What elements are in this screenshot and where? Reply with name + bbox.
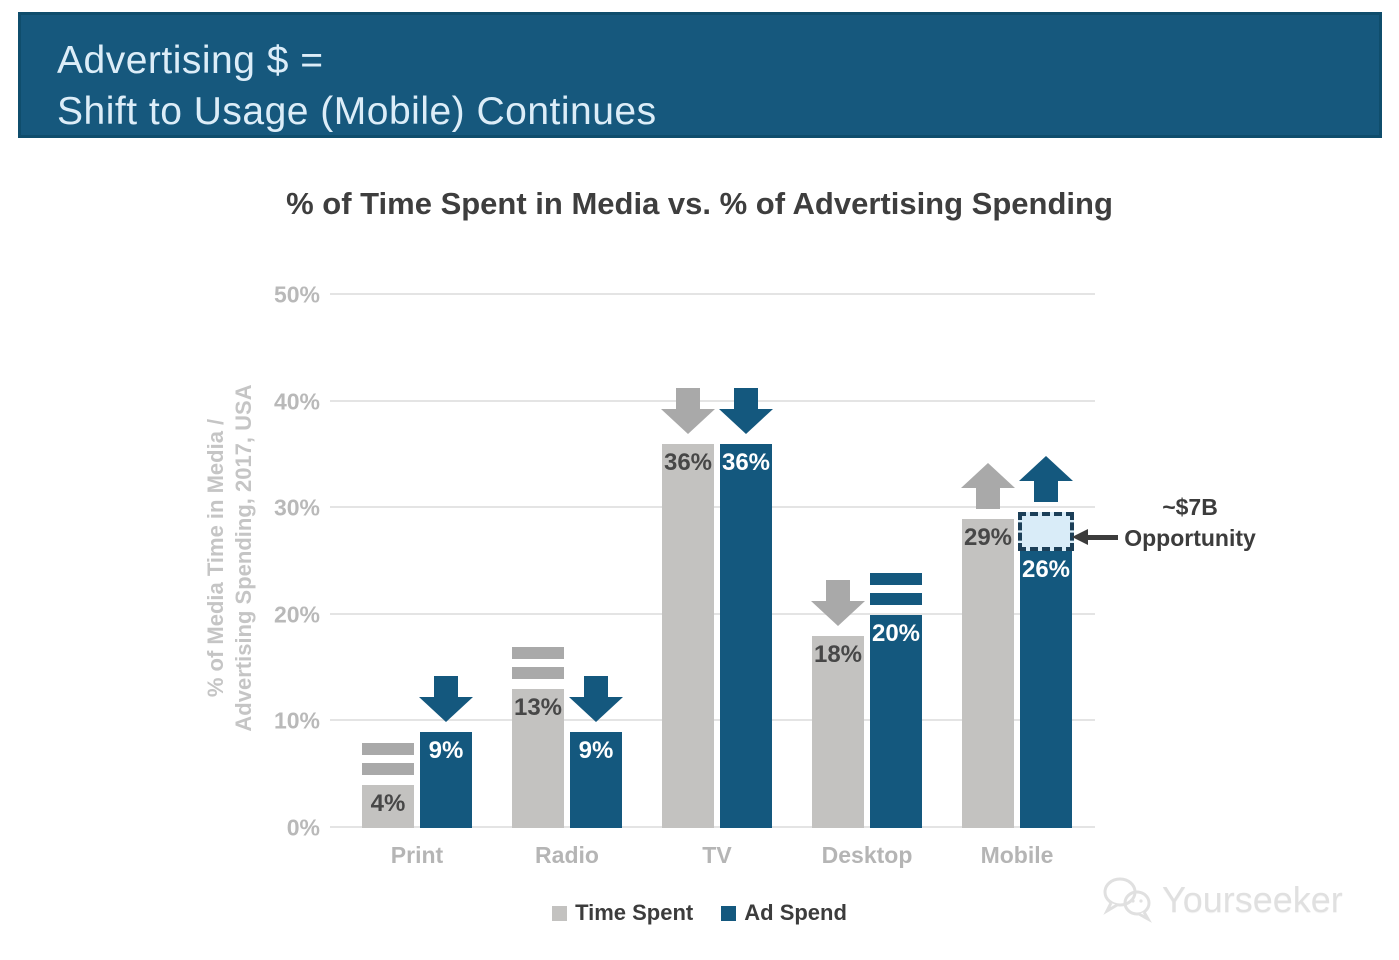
- y-tick-label-10%: 10%: [273, 707, 320, 734]
- bar-column-print-time-spent: 4%: [362, 295, 414, 828]
- trend-down-icon: [418, 676, 474, 723]
- annotation-line2: Opportunity: [1124, 525, 1256, 551]
- trend-down-icon: [568, 676, 624, 723]
- bar-group-radio: 13% 9%: [512, 295, 624, 828]
- legend-item-time-spent: Time Spent: [552, 900, 693, 926]
- legend-item-ad-spend: Ad Spend: [721, 900, 847, 926]
- bar-radio-time-spent: 13%: [512, 689, 564, 828]
- y-axis-title-line1: % of Media Time in Media /: [203, 418, 228, 698]
- opportunity-annotation: ~$7B Opportunity: [1108, 492, 1272, 554]
- bar-column-print-ad-spend: 9%: [418, 295, 474, 828]
- bar-value-label: 13%: [513, 694, 563, 722]
- bar-print-time-spent: 4%: [362, 785, 414, 828]
- trend-flat-icon: [512, 647, 564, 680]
- chart-title: % of Time Spent in Media vs. % of Advert…: [286, 186, 1113, 221]
- plot-area: 4% 9% Print 13% 9% Radio 36% 36% TV 18% 20% Desktop…: [330, 293, 1095, 868]
- bar-value-label: 36%: [721, 449, 771, 477]
- trend-down-icon: [660, 388, 716, 435]
- trend-down-icon: [810, 580, 866, 627]
- bar-column-radio-ad-spend: 9%: [568, 295, 624, 828]
- legend-label: Ad Spend: [744, 900, 847, 925]
- bar-value-label: 26%: [1021, 555, 1071, 583]
- bar-value-label: 36%: [663, 449, 713, 477]
- header-banner: Advertising $ = Shift to Usage (Mobile) …: [18, 12, 1382, 138]
- bar-group-desktop: 18% 20%: [810, 295, 922, 828]
- legend-swatch-icon: [552, 905, 568, 921]
- bar-desktop-time-spent: 18%: [812, 636, 864, 828]
- legend-label: Time Spent: [575, 900, 694, 925]
- y-tick-label-30%: 30%: [273, 494, 320, 521]
- gridline-40%: [330, 399, 1095, 402]
- bar-column-mobile-time-spent: 29%: [960, 295, 1016, 828]
- y-tick-label-50%: 50%: [273, 281, 320, 308]
- x-axis-label-print: Print: [390, 842, 444, 868]
- bar-value-label: 29%: [963, 523, 1013, 551]
- y-tick-label-40%: 40%: [273, 388, 320, 415]
- x-axis-label-radio: Radio: [535, 842, 599, 868]
- bar-column-tv-ad-spend: 36%: [718, 295, 774, 828]
- bar-group-print: 4% 9%: [362, 295, 474, 828]
- bar-column-desktop-time-spent: 18%: [810, 295, 866, 828]
- bar-tv-ad-spend: 36%: [720, 444, 772, 828]
- y-axis-ticks: 0% 10% 20% 30% 40% 50%: [233, 282, 320, 841]
- trend-up-icon: [960, 462, 1016, 509]
- bar-group-tv: 36% 36%: [660, 295, 774, 828]
- bar-desktop-ad-spend: 20%: [870, 614, 922, 828]
- y-tick-label-20%: 20%: [273, 601, 320, 628]
- bar-print-ad-spend: 9%: [420, 732, 472, 828]
- left-arrow-icon: [1072, 528, 1118, 546]
- y-tick-label-0%: 0%: [286, 814, 320, 841]
- bar-value-label: 4%: [370, 790, 406, 818]
- bar-value-label: 9%: [428, 737, 464, 765]
- banner-title-line1: Advertising $ =: [57, 39, 324, 82]
- bar-value-label: 20%: [871, 619, 921, 647]
- trend-flat-icon: [362, 743, 414, 776]
- legend-swatch-icon: [721, 905, 737, 921]
- bar-column-tv-time-spent: 36%: [660, 295, 716, 828]
- bar-value-label: 18%: [813, 641, 863, 669]
- bar-column-radio-time-spent: 13%: [512, 295, 564, 828]
- legend: Time Spent Ad Spend: [0, 900, 1399, 926]
- bar-mobile-time-spent: 29%: [962, 518, 1014, 828]
- watermark: Yourseeker: [1100, 876, 1343, 924]
- banner-title-line2: Shift to Usage (Mobile) Continues: [57, 90, 657, 133]
- bar-value-label: 9%: [578, 737, 614, 765]
- x-axis-label-desktop: Desktop: [821, 842, 913, 868]
- bar-column-desktop-ad-spend: 20%: [870, 295, 922, 828]
- watermark-text: Yourseeker: [1162, 879, 1343, 920]
- bar-radio-ad-spend: 9%: [570, 732, 622, 828]
- bar-column-mobile-ad-spend: 26%: [1018, 295, 1074, 828]
- trend-flat-icon: [870, 572, 922, 605]
- trend-down-icon: [718, 388, 774, 435]
- opportunity-gap-box: [1018, 512, 1074, 551]
- bar-tv-time-spent: 36%: [662, 444, 714, 828]
- annotation-line1: ~$7B: [1162, 494, 1218, 520]
- trend-up-icon: [1018, 456, 1074, 503]
- x-axis-label-mobile: Mobile: [980, 842, 1054, 868]
- gridline-50%: [330, 293, 1095, 295]
- x-axis-label-tv: TV: [702, 842, 732, 868]
- bar-group-mobile: 29% 26%: [960, 295, 1074, 828]
- bar-mobile-ad-spend: 26%: [1020, 550, 1072, 828]
- chat-bubbles-icon: [1100, 876, 1156, 924]
